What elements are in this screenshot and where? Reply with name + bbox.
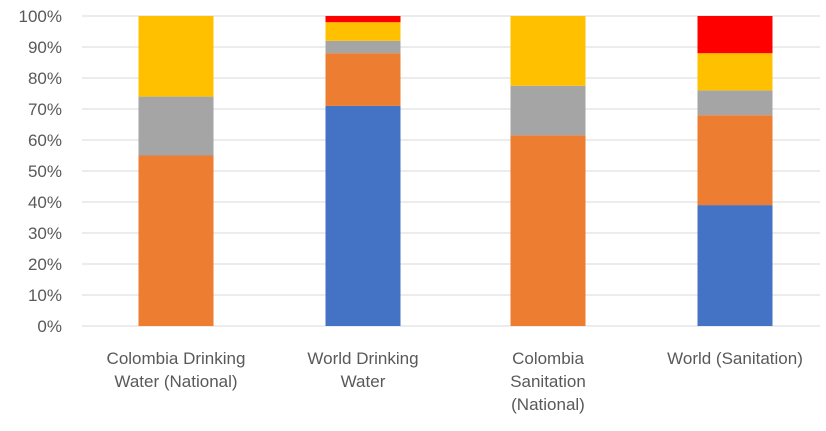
bar-segment bbox=[325, 105, 401, 327]
y-tick-label: 30% bbox=[28, 224, 62, 243]
x-category-label: World (Sanitation) bbox=[667, 349, 803, 368]
y-tick-label: 80% bbox=[28, 69, 62, 88]
y-tick-label: 40% bbox=[28, 193, 62, 212]
bar-segment bbox=[510, 85, 586, 136]
x-category-label: Colombia Drinking Water (National) bbox=[107, 349, 246, 391]
x-axis-category-labels: Colombia Drinking Water (National) World D… bbox=[107, 349, 803, 414]
y-tick-label: 100% bbox=[19, 7, 62, 26]
bar-segment bbox=[697, 205, 773, 326]
bar-segment bbox=[510, 16, 586, 86]
x-category-label: World Drinking Water bbox=[307, 349, 418, 391]
bar-segment bbox=[138, 155, 214, 326]
bar-segment bbox=[325, 40, 401, 54]
bar-segment bbox=[138, 96, 214, 156]
bar-segment bbox=[697, 53, 773, 91]
y-axis-tick-labels: 0% 10% 20% 30% 40% 50% 60% 70% 80% 90% 100% bbox=[19, 7, 62, 336]
y-tick-label: 20% bbox=[28, 255, 62, 274]
bars bbox=[138, 16, 773, 327]
bar-segment bbox=[697, 16, 773, 54]
bar-segment bbox=[325, 16, 401, 23]
bar-segment bbox=[325, 53, 401, 106]
bar-segment bbox=[325, 22, 401, 41]
y-tick-label: 0% bbox=[37, 317, 62, 336]
x-category-label: Colombia Sanitation (National) bbox=[510, 349, 586, 414]
y-tick-label: 10% bbox=[28, 286, 62, 305]
bar-segment bbox=[697, 90, 773, 116]
y-tick-label: 70% bbox=[28, 100, 62, 119]
bar-segment bbox=[697, 115, 773, 206]
y-tick-label: 90% bbox=[28, 38, 62, 57]
bar-segment bbox=[510, 135, 586, 326]
y-tick-label: 60% bbox=[28, 131, 62, 150]
y-tick-label: 50% bbox=[28, 162, 62, 181]
bar-segment bbox=[138, 16, 214, 97]
